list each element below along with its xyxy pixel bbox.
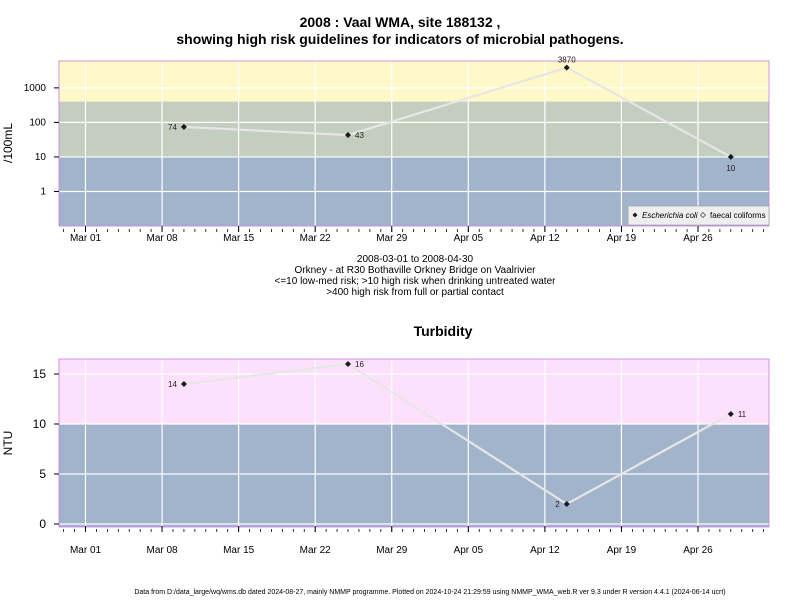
turbidity-data-point-2 <box>563 501 570 507</box>
turbidity-data-point-1 <box>345 361 351 367</box>
pathogen-y-tick-label-1: 10 <box>35 152 47 163</box>
pathogen-series-line <box>183 66 732 158</box>
turbidity-risk-band-0 <box>59 359 769 424</box>
turbidity-x-tick-label-7: Apr 19 <box>607 545 637 556</box>
pathogen-x-tick-label-4: Mar 29 <box>376 233 408 244</box>
pathogen-data-label-1: 43 <box>355 131 364 140</box>
turbidity-data-label-2: 2 <box>555 500 560 509</box>
pathogen-y-tick-label-2: 100 <box>29 117 46 128</box>
turbidity-data-label-0: 14 <box>168 380 177 389</box>
legend-label-faecal: faecal coliforms <box>710 211 766 220</box>
turbidity-y-tick-label-1: 5 <box>39 467 46 481</box>
pathogen-data-point-0 <box>180 123 187 130</box>
turbidity-x-tick-label-5: Apr 05 <box>454 545 484 556</box>
pathogen-x-tick-label-1: Mar 08 <box>147 233 179 244</box>
footer-note: Data from D:/data_large/wq/wms.db dated … <box>134 589 726 596</box>
turbidity-plot-frame <box>58 358 770 528</box>
pathogen-risk-band-1 <box>59 101 769 157</box>
caption-risk-contact: >400 high risk from full or partial cont… <box>326 287 504 298</box>
pathogen-plot-frame <box>58 60 770 227</box>
legend-box <box>627 205 770 226</box>
turbidity-x-tick-label-3: Mar 22 <box>300 545 332 556</box>
turbidity-x-tick-label-2: Mar 15 <box>223 545 255 556</box>
turbidity-data-label-1: 16 <box>355 360 364 369</box>
pathogen-x-tick-label-3: Mar 22 <box>300 233 332 244</box>
legend-label-ecoli: Escherichia coli <box>642 211 698 220</box>
pathogen-x-tick-label-0: Mar 01 <box>70 233 102 244</box>
turbidity-title: Turbidity <box>413 323 473 339</box>
turbidity-x-tick-label-0: Mar 01 <box>70 545 102 556</box>
chart-title-line2: showing high risk guidelines for indicat… <box>176 31 624 47</box>
legend-marker-faecal <box>699 211 707 219</box>
turbidity-y-tick-label-2: 10 <box>33 417 47 431</box>
turbidity-risk-band-1 <box>59 424 769 527</box>
turbidity-data-point-3 <box>727 411 734 417</box>
pathogen-data-point-2 <box>563 64 570 71</box>
turbidity-y-tick-label-3: 15 <box>33 367 47 381</box>
turbidity-y-tick-label-0: 0 <box>39 517 46 531</box>
turbidity-series-line <box>183 362 732 506</box>
pathogen-y-axis-label: /100mL <box>1 123 15 163</box>
turbidity-x-tick-label-6: Apr 12 <box>530 545 560 556</box>
turbidity-y-axis-label: NTU <box>1 431 15 456</box>
turbidity-data-label-3: 11 <box>738 410 747 419</box>
pathogen-data-label-2: 3870 <box>558 56 576 65</box>
pathogen-data-point-3 <box>727 153 734 160</box>
pathogen-x-tick-label-7: Apr 19 <box>607 233 637 244</box>
pathogen-y-tick-label-0: 1 <box>40 186 46 197</box>
pathogen-x-tick-label-2: Mar 15 <box>223 233 255 244</box>
pathogen-data-label-3: 10 <box>726 164 735 173</box>
pathogen-x-tick-label-5: Apr 05 <box>454 233 484 244</box>
turbidity-x-tick-label-4: Mar 29 <box>376 545 408 556</box>
pathogen-y-tick-label-3: 1000 <box>24 83 47 94</box>
pathogen-risk-band-0 <box>59 61 769 102</box>
turbidity-x-tick-label-1: Mar 08 <box>147 545 179 556</box>
pathogen-data-point-1 <box>345 132 351 139</box>
caption-site: Orkney - at R30 Bothaville Orkney Bridge… <box>294 265 536 276</box>
pathogen-x-tick-label-6: Apr 12 <box>530 233 560 244</box>
turbidity-x-tick-label-8: Apr 26 <box>683 545 713 556</box>
caption-risk-drinking: <=10 low-med risk; >10 high risk when dr… <box>274 276 556 287</box>
legend-marker-ecoli <box>632 212 638 218</box>
pathogen-x-tick-label-8: Apr 26 <box>683 233 713 244</box>
pathogen-data-label-0: 74 <box>168 123 177 132</box>
turbidity-data-point-0 <box>180 381 187 387</box>
chart-title-line1: 2008 : Vaal WMA, site 188132 , <box>299 14 501 30</box>
caption-date-range: 2008-03-01 to 2008-04-30 <box>356 254 474 265</box>
